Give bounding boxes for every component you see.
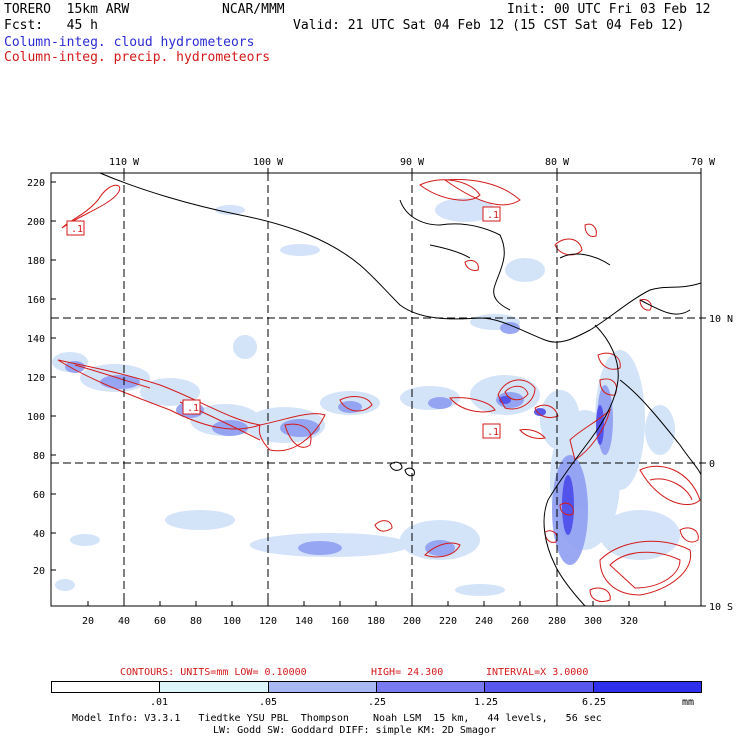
x-tick-label: 220 (439, 616, 457, 627)
y-tick-label: 60 (33, 490, 45, 501)
colorbar-segment (160, 682, 269, 692)
colorbar-label: 1.25 (474, 697, 499, 708)
colorbar-segment (593, 682, 701, 692)
x-tick-label: 260 (511, 616, 529, 627)
lat-lon-gridlines (51, 173, 701, 606)
y-tick-label: 80 (33, 451, 45, 462)
y-tick-label: 120 (27, 373, 45, 384)
x-tick-label: 160 (331, 616, 349, 627)
y-tick-label: 140 (27, 334, 45, 345)
y-tick-label: 200 (27, 217, 45, 228)
init-time: Init: 00 UTC Fri 03 Feb 12 (507, 2, 711, 17)
colorbar-label: .05 (259, 697, 278, 708)
y-tick-label: 40 (33, 529, 45, 540)
lat-label: 10 S (709, 602, 733, 613)
model-title: TORERO 15km ARW (4, 2, 130, 17)
colorbar-segment (268, 682, 377, 692)
field-label-precip: Column-integ. precip. hydrometeors (4, 50, 271, 65)
colorbar-label: .01 (150, 697, 169, 708)
model-info-line1: Model Info: V3.3.1 Tiedtke YSU PBL Thomp… (72, 713, 602, 724)
contour-label: .1 (187, 403, 199, 414)
colorbar-label: 6.25 (582, 697, 607, 708)
x-tick-label: 300 (584, 616, 602, 627)
longitude-labels: 110 W 100 W 90 W 80 W 70 W (109, 157, 716, 168)
forecast-hour: Fcst: 45 h (4, 18, 98, 33)
hydrometeor-map: .1 .1 .1 .1 20 40 60 80 100 120 140 (27, 157, 733, 627)
latitude-labels: 10 N 0 10 S (709, 314, 733, 613)
lon-label: 110 W (109, 157, 140, 168)
y-tick-label: 20 (33, 566, 45, 577)
x-tick-label: 100 (223, 616, 241, 627)
lat-label: 0 (709, 459, 715, 470)
y-tick-label: 180 (27, 256, 45, 267)
contour-high: HIGH= 24.300 (371, 667, 444, 678)
y-tick-label: 100 (27, 412, 45, 423)
x-tick-label: 280 (548, 616, 566, 627)
colorbar-segment (52, 682, 161, 692)
x-tick-label: 40 (118, 616, 130, 627)
x-tick-label: 240 (475, 616, 493, 627)
lon-label: 100 W (253, 157, 284, 168)
x-tick-label: 80 (190, 616, 202, 627)
colorbar-segment (485, 682, 594, 692)
y-tick-labels: 20 40 60 80 100 120 140 160 180 200 220 (27, 178, 45, 577)
contour-label: .1 (487, 210, 499, 221)
x-tick-label: 20 (82, 616, 94, 627)
contour-label: .1 (71, 224, 83, 235)
lat-label: 10 N (709, 314, 733, 325)
colorbar-segment (376, 682, 486, 692)
contour-label-boxes: .1 .1 .1 .1 (66, 206, 501, 439)
contour-label: .1 (487, 427, 499, 438)
y-tick-label: 220 (27, 178, 45, 189)
colorbar-units: mm (682, 697, 695, 708)
coastlines (99, 172, 702, 607)
lon-label: 70 W (691, 157, 716, 168)
x-tick-labels: 20 40 60 80 100 120 140 160 180 200 220 … (82, 616, 638, 627)
x-tick-label: 180 (367, 616, 385, 627)
x-tick-label: 60 (154, 616, 166, 627)
model-info-line2: LW: Godd SW: Goddard DIFF: simple KM: 2D… (213, 725, 496, 736)
contour-units: CONTOURS: UNITS=mm LOW= 0.10000 (120, 667, 307, 678)
axis-ticks (51, 168, 706, 607)
x-tick-label: 120 (259, 616, 277, 627)
x-tick-label: 320 (620, 616, 638, 627)
colorbar (51, 681, 702, 693)
precip-hydrometeor-contours (57, 179, 701, 603)
x-tick-label: 140 (295, 616, 313, 627)
lon-label: 90 W (400, 157, 425, 168)
lon-label: 80 W (545, 157, 570, 168)
y-tick-label: 160 (27, 295, 45, 306)
contour-interval: INTERVAL=X 3.0000 (486, 667, 589, 678)
valid-time: Valid: 21 UTC Sat 04 Feb 12 (15 CST Sat … (293, 18, 685, 33)
org-label: NCAR/MMM (222, 2, 285, 17)
x-tick-label: 200 (403, 616, 421, 627)
field-label-cloud: Column-integ. cloud hydrometeors (4, 35, 255, 50)
colorbar-label: .25 (368, 697, 387, 708)
